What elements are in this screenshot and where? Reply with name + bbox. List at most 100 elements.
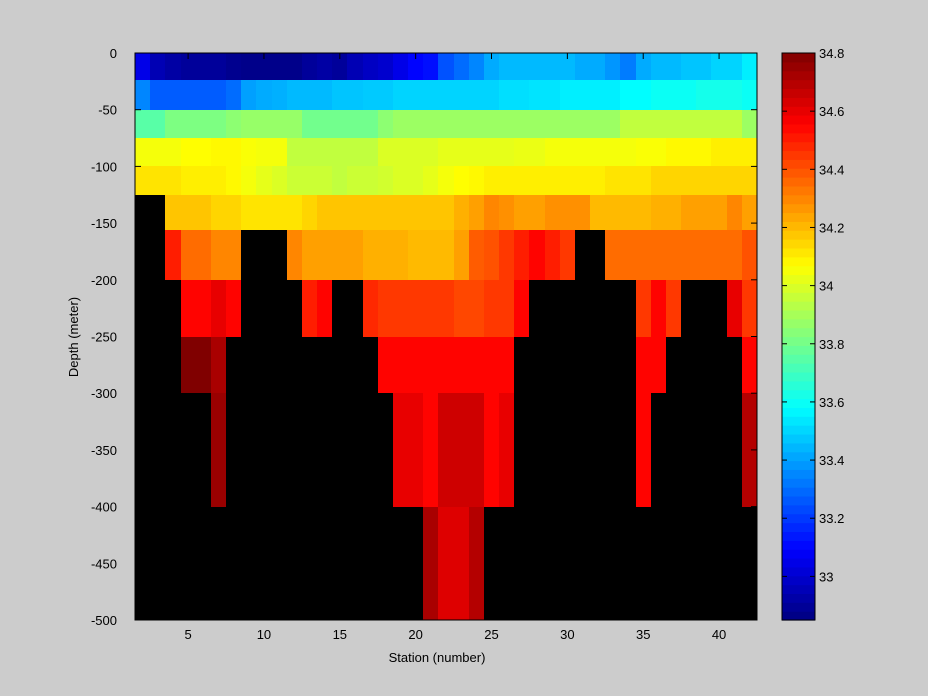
heatmap-cell	[393, 110, 408, 138]
heatmap-cell-missing	[529, 280, 545, 337]
colorbar-step	[782, 460, 815, 470]
heatmap-cell	[666, 280, 681, 337]
heatmap-cell-missing	[287, 393, 302, 450]
heatmap-cell	[438, 195, 454, 230]
heatmap-cell	[347, 110, 363, 138]
heatmap-cell	[211, 450, 226, 507]
colorbar-step	[782, 354, 815, 364]
heatmap-cell-missing	[317, 337, 332, 393]
y-tick-label: -200	[91, 273, 117, 288]
heatmap-cell	[560, 53, 575, 80]
heatmap-cell	[636, 230, 651, 280]
heatmap-cell-missing	[317, 450, 332, 507]
colorbar-step	[782, 611, 815, 621]
colorbar-step	[782, 602, 815, 612]
heatmap-cell-missing	[711, 563, 727, 620]
heatmap-cell-missing	[165, 337, 181, 393]
heatmap-cell	[590, 138, 605, 166]
heatmap-cell	[408, 80, 423, 110]
colorbar-step	[782, 203, 815, 214]
heatmap-cell	[241, 53, 256, 80]
heatmap-cell-missing	[545, 280, 560, 337]
heatmap-cell	[393, 280, 408, 337]
heatmap-cell-missing	[211, 563, 226, 620]
heatmap-cell	[545, 138, 560, 166]
colorbar-step	[782, 575, 815, 586]
heatmap-cell	[181, 110, 196, 138]
heatmap-cell	[363, 195, 378, 230]
heatmap-cell	[454, 166, 469, 195]
heatmap-cell	[211, 138, 226, 166]
heatmap-cell-missing	[241, 393, 256, 450]
heatmap-cell	[196, 166, 211, 195]
y-tick-label: -50	[98, 103, 117, 118]
heatmap-cell	[302, 230, 317, 280]
heatmap-cell-missing	[378, 507, 393, 563]
heatmap-cell	[272, 80, 287, 110]
heatmap-cell	[272, 110, 287, 138]
heatmap-cell	[499, 230, 514, 280]
heatmap-cell	[408, 166, 423, 195]
heatmap-cell	[408, 393, 423, 450]
heatmap-cell-missing	[681, 563, 696, 620]
heatmap-cell	[363, 110, 378, 138]
heatmap-cell-missing	[727, 393, 742, 450]
heatmap-cell-missing	[135, 563, 150, 620]
heatmap-cell	[454, 337, 469, 393]
y-tick-label: 0	[110, 46, 117, 61]
heatmap-cell	[393, 53, 408, 80]
heatmap-cell-missing	[605, 563, 620, 620]
heatmap-cell	[727, 110, 742, 138]
heatmap-cell-missing	[393, 563, 408, 620]
heatmap-cell	[196, 53, 211, 80]
heatmap-cell	[727, 80, 742, 110]
colorbar-step	[782, 194, 815, 205]
heatmap-cell-missing	[560, 507, 575, 563]
heatmap-cell	[651, 280, 666, 337]
heatmap-cell-missing	[666, 563, 681, 620]
heatmap-cell-missing	[681, 450, 696, 507]
heatmap-cell	[378, 80, 393, 110]
colorbar-step	[782, 301, 815, 311]
heatmap-cell	[711, 195, 727, 230]
heatmap-cell-missing	[575, 230, 590, 280]
heatmap-cell	[165, 230, 181, 280]
heatmap-cell-missing	[560, 393, 575, 450]
colorbar-step	[782, 247, 815, 258]
heatmap-cell	[287, 80, 302, 110]
heatmap-cell	[211, 230, 226, 280]
heatmap-cell	[196, 80, 211, 110]
heatmap-cell	[742, 166, 757, 195]
heatmap-cell-missing	[256, 280, 272, 337]
heatmap-cell-missing	[272, 450, 287, 507]
heatmap-cell	[347, 138, 363, 166]
heatmap-cell	[438, 450, 454, 507]
heatmap-cell-missing	[666, 393, 681, 450]
heatmap-cell-missing	[241, 563, 256, 620]
heatmap-cell	[469, 280, 484, 337]
heatmap-cell	[196, 280, 211, 337]
heatmap-cell	[620, 138, 636, 166]
heatmap-cell-missing	[408, 507, 423, 563]
heatmap-cell	[256, 195, 272, 230]
heatmap-cell	[484, 280, 499, 337]
colorbar-step	[782, 230, 815, 240]
colorbar-step	[782, 549, 815, 559]
heatmap-cell	[150, 166, 165, 195]
heatmap-cell	[393, 138, 408, 166]
heatmap-cell	[454, 393, 469, 450]
heatmap-cell-missing	[347, 563, 363, 620]
heatmap-cell-missing	[165, 507, 181, 563]
heatmap-cell	[651, 80, 666, 110]
heatmap-cell	[135, 138, 150, 166]
heatmap-cell	[196, 230, 211, 280]
heatmap-cell-missing	[696, 507, 711, 563]
heatmap-cell	[317, 80, 332, 110]
heatmap-cell	[241, 110, 256, 138]
heatmap-cell	[454, 507, 469, 563]
colorbar-step	[782, 584, 815, 595]
heatmap-cell-missing	[696, 563, 711, 620]
heatmap-cell	[727, 138, 742, 166]
heatmap-cell	[378, 337, 393, 393]
heatmap-cell-missing	[241, 230, 256, 280]
